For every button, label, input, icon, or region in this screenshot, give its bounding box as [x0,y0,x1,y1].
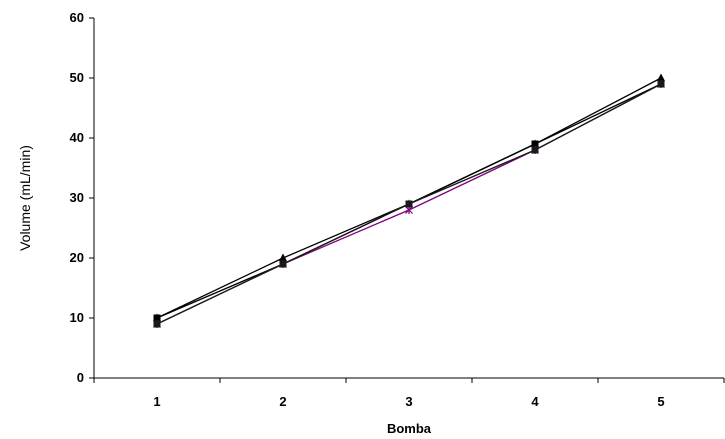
y-tick-label: 40 [70,130,84,145]
y-axis-title: Volume (mL/min) [17,145,33,251]
y-tick-label: 0 [77,370,84,385]
x-axis-title: Bomba [387,421,432,436]
series-1 [153,73,665,321]
x-tick-label: 3 [405,394,412,409]
data-point [657,80,665,88]
y-tick-label: 60 [70,10,84,25]
x-tick-label: 4 [531,394,539,409]
series-layer [153,73,665,328]
y-tick-label: 10 [70,310,84,325]
y-axis-ticks: 0 10 20 30 40 50 60 [70,10,94,385]
data-point [279,253,287,261]
data-point [153,320,161,328]
x-tick-label: 5 [657,394,664,409]
y-tick-label: 50 [70,70,84,85]
data-point [153,314,161,322]
series-4 [153,80,665,328]
data-point [531,146,539,154]
data-point [405,200,413,208]
series-line [156,77,662,319]
y-tick-label: 20 [70,250,84,265]
chart-axes [93,18,724,379]
y-tick-label: 30 [70,190,84,205]
x-axis-ticks: 1 2 3 4 5 [93,378,725,409]
data-point [657,73,665,81]
x-tick-label: 2 [279,394,286,409]
x-tick-label: 1 [153,394,160,409]
data-point [279,260,287,268]
data-point [531,140,539,148]
